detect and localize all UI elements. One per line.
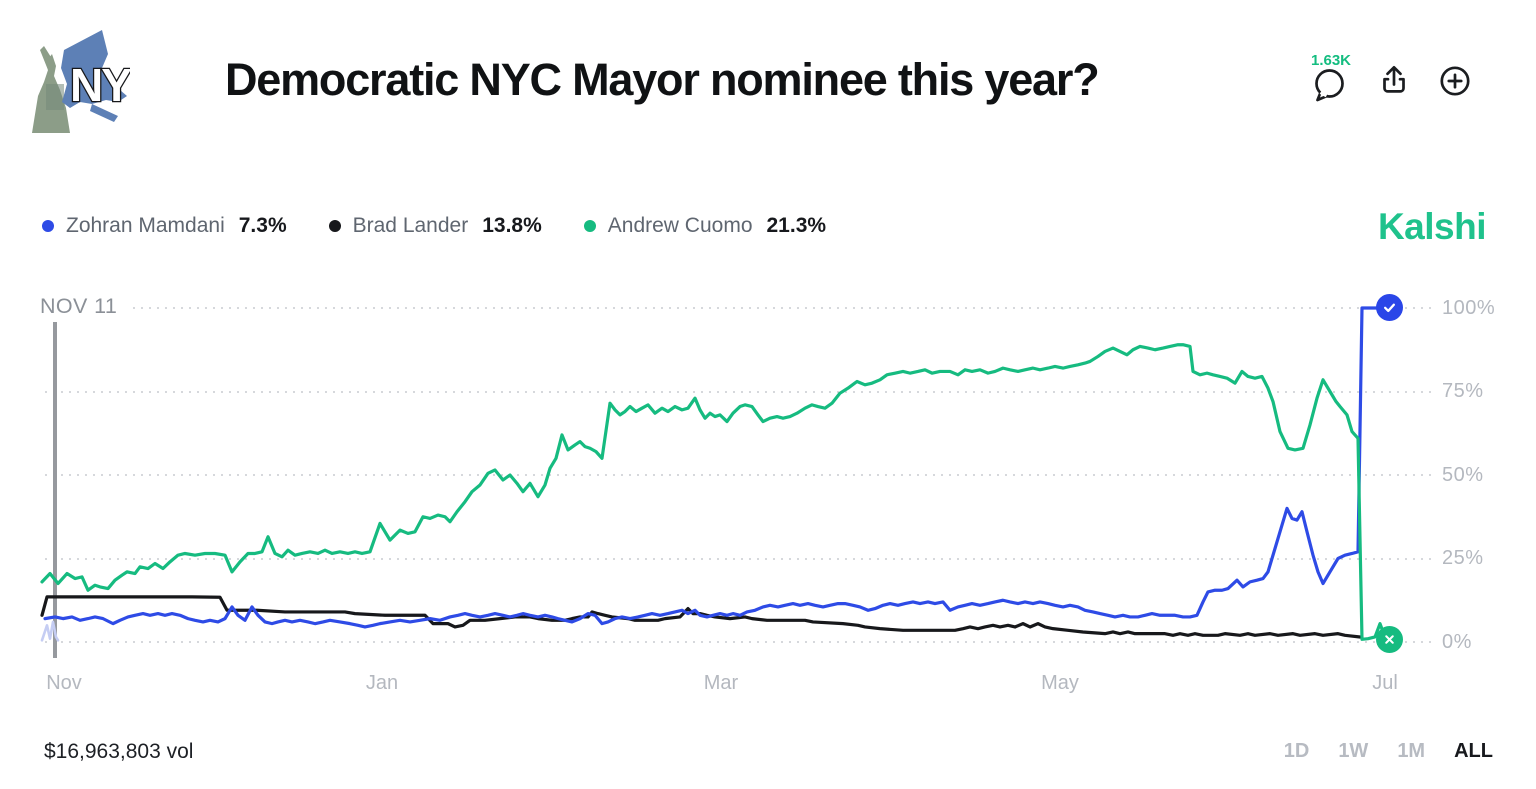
gridline	[42, 641, 1434, 644]
legend-dot	[42, 220, 54, 232]
market-logo: NY	[30, 24, 135, 136]
legend-value: 7.3%	[238, 214, 287, 237]
time-range-selector: 1D 1W 1M ALL	[1284, 740, 1493, 763]
legend-item-brad-lander[interactable]: Brad Lander 13.8%	[328, 214, 542, 238]
legend: Zohran Mamdani 7.3% Brad Lander 13.8% Andrew…	[42, 214, 826, 238]
y-axis-label: 0%	[1442, 631, 1472, 653]
chart-plot-area[interactable]	[42, 308, 1390, 642]
page-title: Democratic NYC Mayor nominee this year?	[225, 54, 1100, 105]
series-line-andrew-cuomo	[42, 345, 1390, 640]
legend-value: 21.3%	[766, 214, 827, 237]
legend-name: Zohran Mamdani	[66, 214, 225, 237]
series-line-zohran-mamdani	[45, 308, 1390, 627]
legend-dot	[328, 220, 341, 232]
nov11-reference-line	[53, 322, 57, 658]
gridline	[42, 557, 1434, 560]
range-button-1d[interactable]: 1D	[1283, 740, 1310, 762]
comments-icon[interactable]	[1310, 66, 1348, 104]
y-axis-label: 25%	[1442, 547, 1484, 569]
gridline	[42, 307, 1434, 310]
y-axis-label: 50%	[1442, 464, 1484, 486]
legend-name: Brad Lander	[352, 214, 469, 237]
mamdani-resolved-yes-marker	[1376, 294, 1403, 321]
y-axis-label: 100%	[1442, 297, 1496, 319]
cuomo-resolved-no-marker	[1376, 626, 1403, 653]
nov11-annotation: NOV 11	[40, 292, 128, 321]
legend-value: 13.8%	[482, 214, 542, 237]
range-button-1m[interactable]: 1M	[1397, 740, 1426, 762]
gridline	[42, 390, 1434, 393]
x-axis-label-jan: Jan	[365, 672, 399, 694]
legend-item-zohran-mamdani[interactable]: Zohran Mamdani 7.3%	[42, 214, 287, 238]
svg-text:NY: NY	[70, 59, 130, 111]
x-axis-label-jul: Jul	[1372, 672, 1398, 694]
x-axis-label-nov: Nov	[46, 672, 82, 694]
x-axis-label-mar: Mar	[703, 672, 739, 694]
series-line-brad-lander	[42, 597, 1360, 637]
range-button-1w[interactable]: 1W	[1338, 740, 1369, 762]
ny-state-shape	[61, 30, 127, 108]
y-axis-label: 75%	[1442, 380, 1484, 402]
legend-item-andrew-cuomo[interactable]: Andrew Cuomo 21.3%	[583, 214, 827, 238]
x-axis-label-may: May	[1041, 672, 1079, 694]
share-icon[interactable]	[1376, 63, 1412, 99]
kalshi-wordmark: Kalshi	[1377, 206, 1487, 247]
legend-dot	[583, 220, 596, 232]
total-volume: $16,963,803 vol	[44, 740, 194, 763]
legend-name: Andrew Cuomo	[607, 214, 753, 237]
add-to-watchlist-icon[interactable]	[1437, 63, 1473, 99]
range-button-all[interactable]: ALL	[1454, 740, 1493, 762]
comment-count: 1.63K	[1310, 52, 1352, 69]
gridline	[42, 474, 1434, 477]
intro-stub-line	[42, 622, 58, 640]
